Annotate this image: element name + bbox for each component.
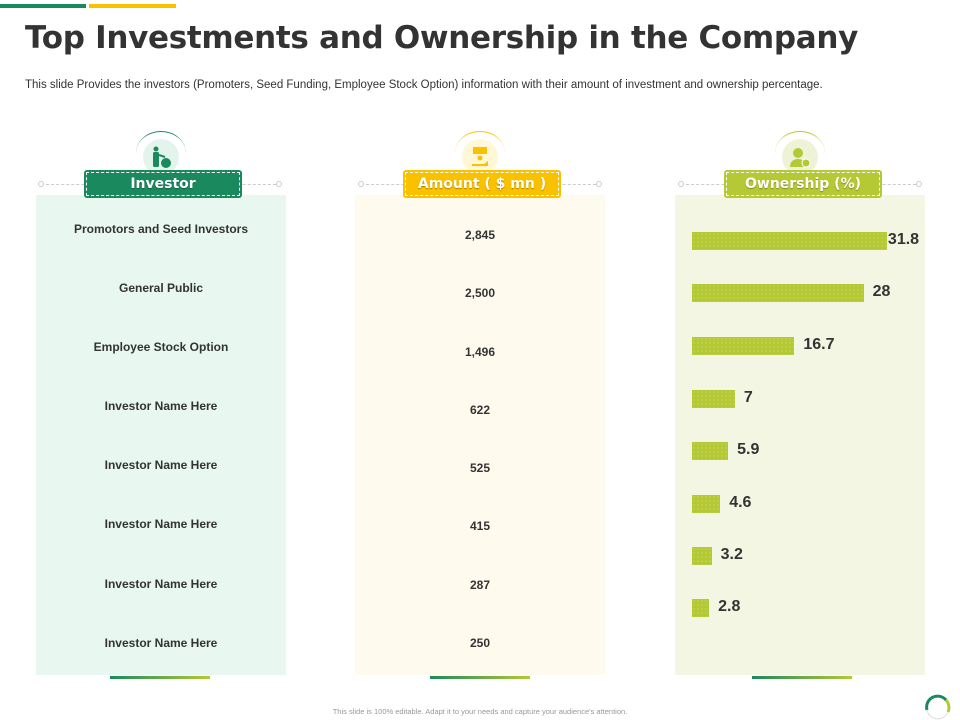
investor-name: Investor Name Here xyxy=(104,636,218,650)
ownership-bar xyxy=(692,232,887,250)
page-subtitle: This slide Provides the investors (Promo… xyxy=(25,79,823,91)
page-title: Top Investments and Ownership in the Com… xyxy=(25,20,859,56)
accent-bar-yellow xyxy=(89,4,176,8)
column-underline xyxy=(110,676,210,679)
ownership-bar xyxy=(692,390,735,408)
ownership-bar xyxy=(692,337,795,355)
ownership-value: 31.8 xyxy=(887,231,920,248)
divider-dot xyxy=(916,181,922,187)
ownership-value: 2.8 xyxy=(718,598,741,615)
divider-dot xyxy=(678,181,684,187)
investor-column xyxy=(36,195,286,675)
amount-value: 2,845 xyxy=(464,228,496,242)
investor-name: Promotors and Seed Investors xyxy=(73,222,249,236)
ownership-bar xyxy=(692,284,864,302)
investor-header: Investor xyxy=(84,170,242,198)
investor-name: General Public xyxy=(118,281,204,295)
amount-header: Amount ( $ mn ) xyxy=(403,170,561,198)
ownership-column xyxy=(675,195,925,675)
footer-note: This slide is 100% editable. Adapt it to… xyxy=(332,707,628,716)
investor-name: Investor Name Here xyxy=(104,458,218,472)
divider-dot xyxy=(358,181,364,187)
ownership-value: 3.2 xyxy=(720,546,743,563)
investor-money-bag-icon xyxy=(143,139,179,175)
investor-name: Investor Name Here xyxy=(104,517,218,531)
cash-hand-icon xyxy=(462,139,498,175)
ownership-value: 16.7 xyxy=(803,336,835,353)
amount-value: 622 xyxy=(469,403,491,417)
investor-icon-frame xyxy=(136,131,186,175)
ownership-value: 4.6 xyxy=(729,494,752,511)
divider-dot xyxy=(276,181,282,187)
divider-dot xyxy=(596,181,602,187)
investor-name: Investor Name Here xyxy=(104,399,218,413)
ownership-bar xyxy=(692,495,721,513)
ownership-icon-frame xyxy=(775,131,825,175)
amount-value: 287 xyxy=(469,578,491,592)
investor-name: Investor Name Here xyxy=(104,577,218,591)
ownership-value: 5.9 xyxy=(737,441,760,458)
divider-dot xyxy=(38,181,44,187)
amount-value: 525 xyxy=(469,461,491,475)
ownership-bar xyxy=(692,599,710,617)
ownership-bar xyxy=(692,442,729,460)
loading-ring-icon xyxy=(925,694,951,720)
ownership-value: 28 xyxy=(872,283,891,300)
column-underline xyxy=(430,676,530,679)
ownership-header: Ownership (%) xyxy=(724,170,882,198)
amount-value: 2,500 xyxy=(464,286,496,300)
ownership-bar xyxy=(692,547,712,565)
amount-column xyxy=(355,195,605,675)
accent-bar-green xyxy=(0,4,86,8)
column-underline xyxy=(752,676,852,679)
amount-value: 250 xyxy=(469,636,491,650)
ownership-value: 7 xyxy=(743,389,753,406)
amount-icon-frame xyxy=(455,131,505,175)
amount-value: 415 xyxy=(469,519,491,533)
investor-name: Employee Stock Option xyxy=(93,340,229,354)
user-dollar-icon xyxy=(782,139,818,175)
amount-value: 1,496 xyxy=(464,345,496,359)
